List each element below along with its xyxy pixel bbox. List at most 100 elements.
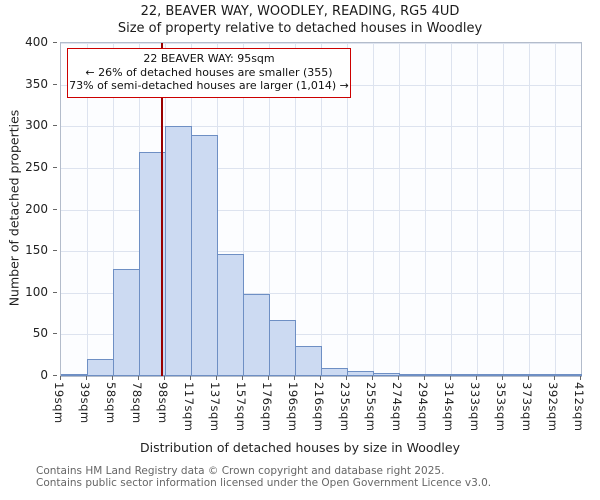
- x-tick-label: 98sqm: [156, 382, 170, 424]
- v-gridline: [113, 43, 114, 376]
- chart-title-address: 22, BEAVER WAY, WOODLEY, READING, RG5 4U…: [140, 4, 460, 19]
- x-tick-label: 392sqm: [546, 382, 560, 432]
- v-gridline: [87, 43, 88, 376]
- x-tick-mark: [60, 376, 61, 380]
- x-tick-label: 274sqm: [390, 382, 404, 432]
- annotation-line-property: 22 BEAVER WAY: 95sqm: [143, 52, 275, 65]
- y-tick-label: 150: [25, 243, 48, 258]
- x-tick-mark: [190, 376, 191, 380]
- x-tick-mark: [164, 376, 165, 380]
- y-tick-mark: [53, 125, 57, 127]
- y-tick-label: 300: [25, 118, 48, 133]
- y-tick-mark: [53, 250, 57, 252]
- y-tick-mark: [53, 208, 57, 210]
- histogram-bar: [425, 373, 452, 376]
- footer-licence: Contains public sector information licen…: [36, 477, 492, 489]
- x-tick-label: 373sqm: [520, 382, 534, 432]
- y-tick-label: 200: [25, 201, 48, 216]
- x-tick-label: 19sqm: [52, 382, 66, 424]
- y-tick-mark: [53, 375, 57, 376]
- v-gridline: [503, 43, 504, 376]
- v-gridline: [295, 43, 296, 376]
- x-tick-mark: [476, 376, 477, 380]
- histogram-bar: [61, 374, 88, 376]
- annotation-line-smaller: ← 26% of detached houses are smaller (35…: [85, 65, 333, 79]
- annotation-box: 22 BEAVER WAY: 95sqm ← 26% of detached h…: [67, 48, 351, 98]
- y-tick-label: 250: [25, 159, 48, 174]
- x-tick-label: 39sqm: [78, 382, 92, 424]
- v-gridline: [399, 43, 400, 376]
- histogram-bar: [399, 374, 426, 376]
- x-tick-mark: [346, 376, 347, 380]
- histogram-bar: [555, 374, 582, 376]
- histogram-bar: [295, 346, 322, 376]
- x-tick-mark: [86, 376, 87, 380]
- x-tick-mark: [268, 376, 269, 380]
- x-tick-mark: [528, 376, 529, 380]
- x-tick-label: 412sqm: [572, 382, 586, 432]
- x-tick-label: 294sqm: [416, 382, 430, 432]
- plot-area: 22 BEAVER WAY: 95sqm ← 26% of detached h…: [60, 42, 582, 377]
- histogram-bar: [347, 371, 374, 376]
- x-tick-label: 176sqm: [260, 382, 274, 432]
- x-tick-label: 157sqm: [234, 382, 248, 432]
- v-gridline: [269, 43, 270, 376]
- x-tick-mark: [450, 376, 451, 380]
- x-tick-label: 216sqm: [312, 382, 326, 432]
- histogram-bar: [217, 254, 244, 376]
- x-tick-label: 78sqm: [130, 382, 144, 424]
- y-axis-tick-labels: 0 50 100 150 200 250 300 350 400: [0, 35, 58, 382]
- annotation-line-larger: 73% of semi-detached houses are larger (…: [69, 79, 349, 92]
- y-tick-label: 0: [40, 368, 48, 382]
- histogram-bar: [165, 126, 192, 376]
- histogram-bar: [477, 374, 504, 376]
- v-gridline: [347, 43, 348, 376]
- v-gridline: [373, 43, 374, 376]
- x-tick-mark: [138, 376, 139, 380]
- y-tick-label: 350: [25, 76, 48, 91]
- v-gridline: [555, 43, 556, 376]
- x-tick-label: 137sqm: [208, 382, 222, 432]
- x-tick-label: 353sqm: [494, 382, 508, 432]
- x-tick-mark: [320, 376, 321, 380]
- histogram-bar: [113, 269, 140, 376]
- x-tick-label: 333sqm: [468, 382, 482, 432]
- y-tick-mark: [53, 42, 57, 43]
- y-tick-label: 400: [25, 35, 48, 49]
- property-size-marker-line: [160, 43, 163, 376]
- x-tick-mark: [424, 376, 425, 380]
- chart-subtitle: Size of property relative to detached ho…: [117, 21, 483, 36]
- histogram-bar: [87, 358, 114, 376]
- x-tick-label: 314sqm: [442, 382, 456, 432]
- x-tick-mark: [216, 376, 217, 380]
- v-gridline: [477, 43, 478, 376]
- x-tick-mark: [242, 376, 243, 380]
- x-tick-label: 196sqm: [286, 382, 300, 432]
- histogram-bar: [243, 294, 270, 376]
- x-tick-label: 58sqm: [104, 382, 118, 424]
- v-gridline: [529, 43, 530, 376]
- histogram-bar: [529, 374, 556, 376]
- histogram-bar: [191, 134, 218, 376]
- y-tick-mark: [53, 166, 57, 168]
- v-gridline: [243, 43, 244, 376]
- x-tick-mark: [372, 376, 373, 380]
- x-tick-label: 255sqm: [364, 382, 378, 432]
- x-tick-mark: [580, 376, 581, 380]
- x-tick-label: 117sqm: [182, 382, 196, 432]
- y-tick-mark: [53, 333, 57, 335]
- x-tick-mark: [554, 376, 555, 380]
- y-tick-label: 100: [25, 284, 48, 299]
- v-gridline: [451, 43, 452, 376]
- histogram-bar: [503, 374, 530, 376]
- x-tick-mark: [112, 376, 113, 380]
- histogram-bar: [451, 374, 478, 376]
- x-axis-label: Distribution of detached houses by size …: [140, 440, 460, 455]
- x-tick-mark: [502, 376, 503, 380]
- v-gridline: [321, 43, 322, 376]
- histogram-bar: [269, 320, 296, 376]
- y-tick-label: 50: [32, 326, 48, 341]
- v-gridline: [425, 43, 426, 376]
- x-tick-mark: [398, 376, 399, 380]
